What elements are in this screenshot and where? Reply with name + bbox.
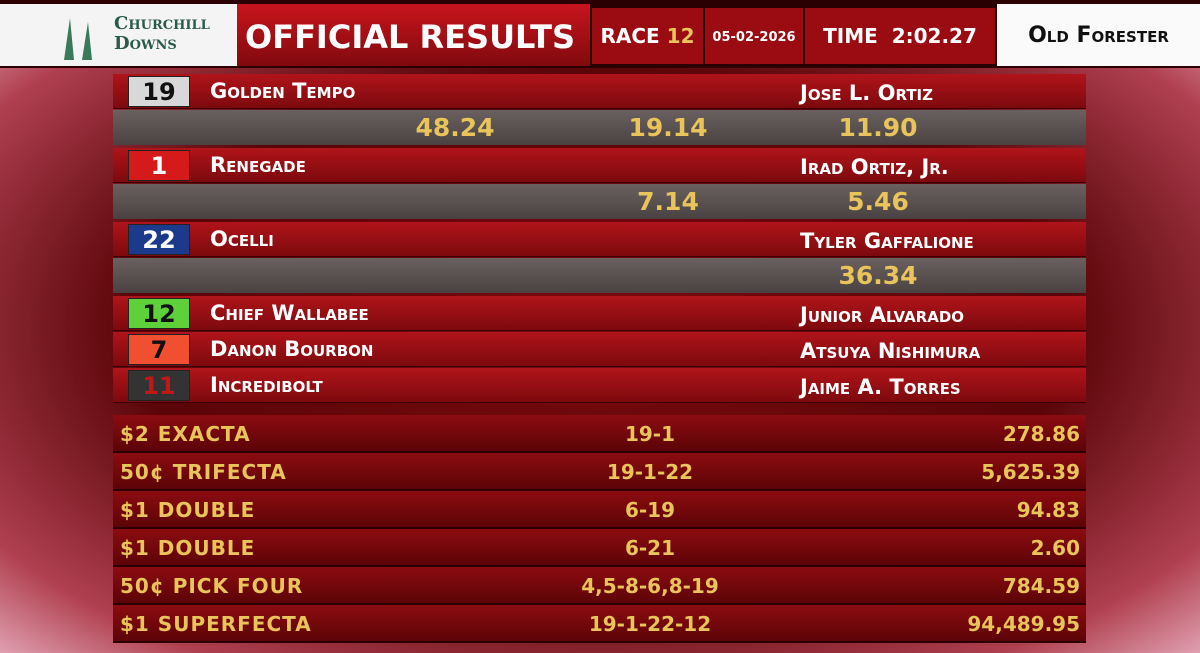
combination: 6-19 — [624, 498, 676, 522]
exotic-row — [113, 491, 1086, 529]
combination: 6-21 — [624, 536, 676, 560]
bet-payout: 278.86 — [1002, 422, 1080, 446]
saddle-number: 19 — [128, 76, 190, 107]
payout-place: 19.14 — [628, 113, 708, 142]
exotic-row — [113, 415, 1086, 453]
saddle-number: 12 — [128, 298, 190, 329]
horse-name: Incredibolt — [210, 373, 323, 397]
exotic-row — [113, 605, 1086, 643]
finisher-row — [113, 332, 1086, 367]
horse-name: Chief Wallabee — [210, 301, 369, 325]
jockey-name: Jaime A. Torres — [800, 375, 961, 399]
race-number: 12 — [666, 24, 695, 48]
time-value: 2:02.27 — [891, 24, 977, 48]
header: Churchill Downs OFFICIAL RESULTS RACE 12 … — [0, 0, 1200, 68]
saddle-number: 11 — [128, 370, 190, 401]
bet-payout: 784.59 — [1002, 574, 1080, 598]
payout-win: 48.24 — [415, 113, 495, 142]
finisher-row — [113, 222, 1086, 257]
finisher-row — [113, 296, 1086, 331]
horse-name: Ocelli — [210, 227, 274, 251]
bet-type: 50¢ PICK FOUR — [120, 574, 304, 598]
jockey-name: Jose L. Ortiz — [800, 81, 934, 105]
jockey-name: Atsuya Nishimura — [800, 339, 981, 363]
payout-show: 36.34 — [838, 261, 918, 290]
bet-payout: 94,489.95 — [967, 612, 1080, 636]
jockey-name: Irad Ortiz, Jr. — [800, 155, 949, 179]
combination: 19-1 — [624, 422, 676, 446]
combination: 4,5-8-6,8-19 — [581, 574, 719, 598]
bet-type: 50¢ TRIFECTA — [120, 460, 287, 484]
payout-row — [113, 110, 1086, 145]
logo — [64, 18, 92, 60]
bet-type: $1 DOUBLE — [120, 498, 256, 522]
horse-name: Golden Tempo — [210, 79, 356, 103]
jockey-name: Junior Alvarado — [800, 303, 965, 327]
brand-line: Downs — [114, 33, 177, 54]
bet-payout: 2.60 — [1030, 536, 1080, 560]
bet-payout: 5,625.39 — [981, 460, 1080, 484]
exotic-row — [113, 567, 1086, 605]
finisher-row — [113, 74, 1086, 109]
bet-type: $2 EXACTA — [120, 422, 251, 446]
title: OFFICIAL RESULTS — [237, 4, 590, 66]
finisher-row — [113, 368, 1086, 403]
race-box: RACE 12 — [592, 8, 703, 64]
jockey-name: Tyler Gaffalione — [800, 229, 974, 253]
brand-line: Churchill — [114, 13, 210, 34]
time-box: TIME 2:02.27 — [805, 8, 995, 64]
saddle-number: 22 — [128, 224, 190, 255]
bet-type: $1 DOUBLE — [120, 536, 256, 560]
time-label: TIME — [823, 24, 878, 48]
finisher-row — [113, 148, 1086, 183]
horse-name: Danon Bourbon — [210, 337, 374, 361]
saddle-number: 1 — [128, 150, 190, 181]
payout-row — [113, 258, 1086, 293]
bet-type: $1 SUPERFECTA — [120, 612, 312, 636]
combination: 19-1-22-12 — [588, 612, 712, 636]
payout-show: 5.46 — [847, 187, 909, 216]
payout-place: 7.14 — [637, 187, 699, 216]
exotic-row — [113, 453, 1086, 491]
horse-name: Renegade — [210, 153, 306, 177]
combination: 19-1-22 — [606, 460, 694, 484]
sponsor: Old Forester — [997, 4, 1200, 66]
payout-row — [113, 184, 1086, 219]
race-label: RACE — [600, 24, 660, 48]
bet-payout: 94.83 — [1016, 498, 1080, 522]
payout-show: 11.90 — [838, 113, 918, 142]
saddle-number: 7 — [128, 334, 190, 365]
brand-name: Churchill Downs — [114, 14, 210, 54]
exotic-row — [113, 529, 1086, 567]
brand-box: Churchill Downs — [0, 4, 237, 66]
race-date: 05-02-2026 — [705, 8, 803, 64]
